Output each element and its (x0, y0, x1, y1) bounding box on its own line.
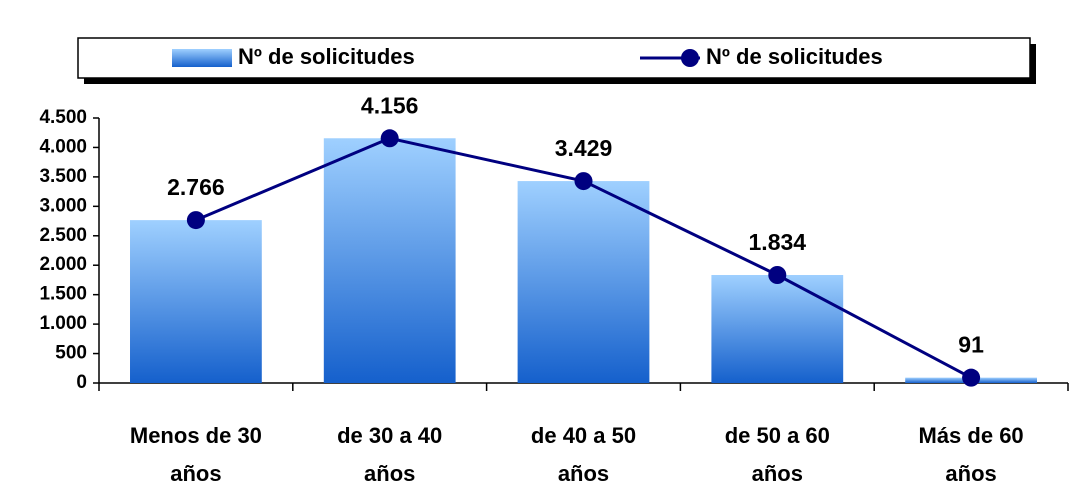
marker (380, 129, 399, 148)
bar (323, 138, 456, 383)
data-label: 2.766 (167, 174, 225, 200)
y-tick-label: 4.000 (39, 136, 87, 157)
x-tick-label: Más de 60 años (919, 423, 1024, 486)
marker (962, 368, 981, 387)
y-tick-label: 4.500 (39, 107, 87, 128)
bar (130, 220, 262, 383)
data-label: 1.834 (749, 229, 807, 255)
y-tick-label: 2.000 (39, 254, 87, 275)
bar (711, 274, 844, 383)
x-tick-label: de 40 a 50 años (531, 423, 636, 486)
x-tick-label: de 50 a 60 años (725, 423, 830, 486)
marker (574, 172, 593, 191)
legend-swatch (172, 49, 232, 67)
y-tick-label: 1.000 (39, 313, 87, 334)
legend-label: Nº de solicitudes (238, 44, 415, 69)
data-label: 91 (958, 332, 984, 358)
x-tick-label: Menos de 30 años (130, 423, 262, 486)
legend-label: Nº de solicitudes (706, 44, 883, 69)
y-tick-label: 0 (76, 372, 87, 393)
x-tick-label: de 30 a 40 años (337, 423, 442, 486)
legend-marker (681, 49, 699, 67)
y-tick-label: 1.500 (39, 284, 87, 305)
marker (768, 265, 787, 284)
y-tick-label: 3.000 (39, 195, 87, 216)
y-tick-label: 3.500 (39, 166, 87, 187)
y-tick-label: 500 (55, 343, 87, 364)
bar (517, 181, 650, 383)
marker (186, 211, 205, 230)
data-label: 3.429 (555, 135, 613, 161)
y-tick-label: 2.500 (39, 225, 87, 246)
legend-box (77, 37, 1031, 79)
data-label: 4.156 (361, 92, 419, 118)
